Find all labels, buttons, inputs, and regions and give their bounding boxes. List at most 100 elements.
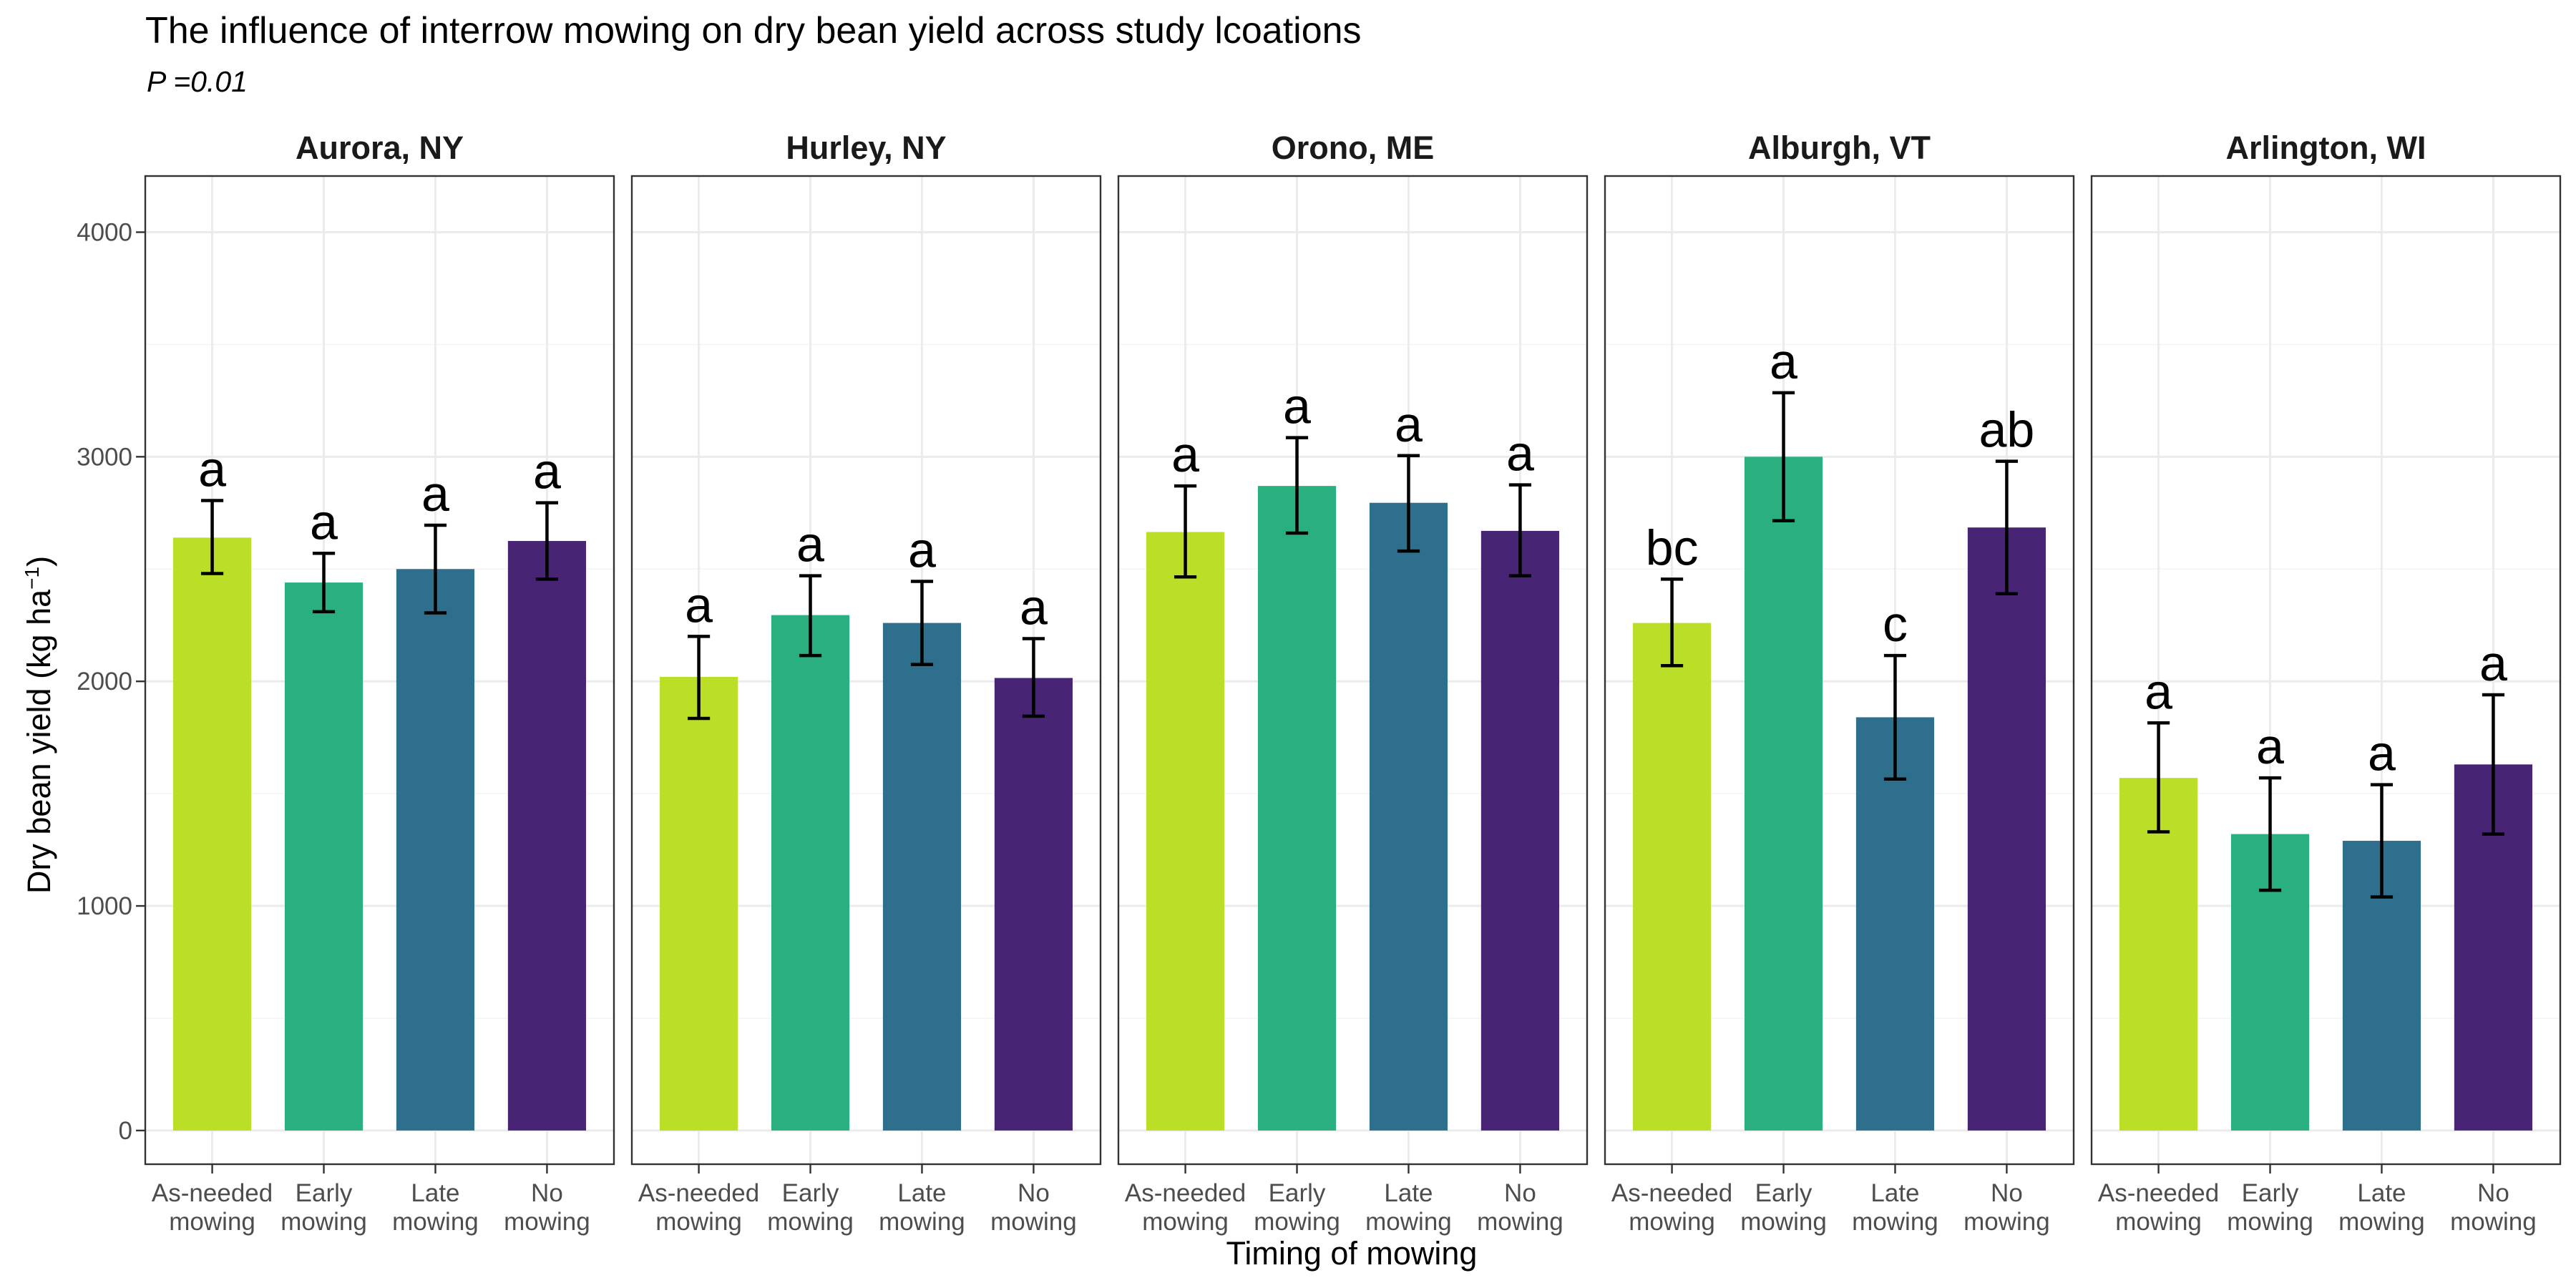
x-axis-title: Timing of mowing bbox=[1226, 1235, 1478, 1272]
x-tick-label-line: As-needed bbox=[638, 1179, 759, 1207]
y-tick-label: 2000 bbox=[77, 668, 132, 696]
chart-subtitle: P =0.01 bbox=[147, 65, 248, 98]
x-tick-label-line: mowing bbox=[2115, 1208, 2202, 1236]
significance-letter: a bbox=[685, 577, 713, 633]
x-tick-label: As-needed mowing bbox=[638, 1179, 759, 1236]
error-bar bbox=[200, 499, 224, 575]
x-tick-label-line: No bbox=[2477, 1179, 2509, 1207]
bar bbox=[1744, 457, 1823, 1131]
x-tick-label-line: Late bbox=[2357, 1179, 2406, 1207]
significance-letter: a bbox=[1020, 580, 1048, 635]
x-tick-label: As-needed mowing bbox=[1611, 1179, 1732, 1236]
x-tick-label-line: mowing bbox=[169, 1208, 255, 1236]
significance-letter: a bbox=[198, 441, 226, 497]
y-axis-title-main: Dry bean yield (kg ha bbox=[21, 589, 57, 894]
x-tick-label-line: mowing bbox=[655, 1208, 742, 1236]
bar bbox=[284, 582, 364, 1131]
significance-letter: a bbox=[1171, 426, 1199, 482]
bar bbox=[659, 676, 738, 1131]
error-bar bbox=[1022, 637, 1045, 718]
significance-letter: a bbox=[1283, 379, 1311, 434]
x-tick-label: Early mowing bbox=[767, 1179, 854, 1236]
facet-strip-label: Alburgh, VT bbox=[1748, 130, 1931, 166]
bar bbox=[1967, 527, 2046, 1131]
x-tick-label: No mowing bbox=[2450, 1179, 2537, 1236]
x-tick-label-line: Early bbox=[1269, 1179, 1326, 1207]
error-bar bbox=[910, 580, 934, 666]
bar bbox=[396, 569, 475, 1131]
error-bar bbox=[535, 501, 559, 581]
significance-letter: a bbox=[310, 494, 338, 550]
x-tick-label-line: Early bbox=[782, 1179, 839, 1207]
x-tick-label: Early mowing bbox=[280, 1179, 367, 1236]
facet-strip-label: Hurley, NY bbox=[786, 130, 946, 166]
error-bar bbox=[1285, 436, 1309, 535]
error-bar bbox=[2147, 721, 2170, 834]
y-tick-label: 0 bbox=[119, 1117, 132, 1145]
x-tick-label-line: Early bbox=[296, 1179, 353, 1207]
bar bbox=[1855, 717, 1935, 1131]
x-tick-label-line: mowing bbox=[1477, 1208, 1563, 1236]
x-tick-label-line: Late bbox=[1870, 1179, 1919, 1207]
x-tick-label-line: Late bbox=[897, 1179, 946, 1207]
significance-letter: bc bbox=[1646, 519, 1699, 575]
x-tick-label-line: Late bbox=[411, 1179, 459, 1207]
x-tick-label: No mowing bbox=[1477, 1179, 1563, 1236]
error-bar bbox=[2482, 693, 2505, 836]
error-bar bbox=[1660, 577, 1684, 668]
bar bbox=[507, 541, 587, 1131]
error-bar bbox=[312, 552, 336, 614]
error-bar bbox=[1508, 483, 1532, 577]
y-axis-title-superscript: −1 bbox=[21, 567, 43, 590]
y-tick-label: 1000 bbox=[77, 892, 132, 920]
x-tick-label-line: As-needed bbox=[152, 1179, 273, 1207]
significance-letter: a bbox=[1770, 333, 1797, 389]
significance-letter: ab bbox=[1979, 402, 2034, 458]
significance-letter: c bbox=[1883, 596, 1908, 652]
y-axis-title-suffix: ) bbox=[21, 556, 57, 567]
significance-letter: a bbox=[2479, 635, 2507, 691]
x-tick-label-line: mowing bbox=[2450, 1208, 2537, 1236]
panel-border bbox=[1604, 175, 2075, 1166]
x-tick-label-line: Early bbox=[2242, 1179, 2299, 1207]
x-tick-label-line: No bbox=[1991, 1179, 2023, 1207]
error-bar bbox=[1883, 653, 1907, 781]
bar bbox=[1480, 530, 1560, 1131]
bar bbox=[172, 537, 252, 1131]
x-tick-label: No mowing bbox=[1963, 1179, 2050, 1236]
significance-letter: a bbox=[421, 466, 449, 522]
bar bbox=[2119, 778, 2198, 1131]
panel-border bbox=[630, 175, 1102, 1166]
bar bbox=[1257, 486, 1337, 1131]
x-tick-label-line: mowing bbox=[1963, 1208, 2050, 1236]
significance-letter: a bbox=[796, 517, 824, 572]
x-tick-label: No mowing bbox=[504, 1179, 590, 1236]
x-tick-label: Early mowing bbox=[1740, 1179, 1827, 1236]
x-tick-label-line: mowing bbox=[1254, 1208, 1340, 1236]
bar bbox=[1369, 502, 1448, 1131]
x-tick-label: Late mowing bbox=[1852, 1179, 1938, 1236]
bar bbox=[994, 678, 1073, 1131]
x-tick-label-line: No bbox=[1504, 1179, 1536, 1207]
x-tick-label-line: No bbox=[1018, 1179, 1050, 1207]
facet-strip-label: Arlington, WI bbox=[2226, 130, 2426, 166]
x-tick-label-line: mowing bbox=[392, 1208, 479, 1236]
error-bar bbox=[1772, 391, 1795, 523]
x-tick-label: As-needed mowing bbox=[152, 1179, 273, 1236]
significance-letter: a bbox=[2368, 726, 2396, 781]
x-tick-label-line: As-needed bbox=[2098, 1179, 2219, 1207]
bar bbox=[1632, 623, 1712, 1131]
x-tick-label-line: mowing bbox=[767, 1208, 854, 1236]
panel-border bbox=[1117, 175, 1589, 1166]
error-bar bbox=[1995, 459, 2019, 596]
x-tick-label: Late mowing bbox=[879, 1179, 965, 1236]
error-bar bbox=[1397, 454, 1420, 553]
x-tick-label: Late mowing bbox=[2338, 1179, 2425, 1236]
x-tick-label-line: mowing bbox=[2338, 1208, 2425, 1236]
y-axis-title: Dry bean yield (kg ha−1) bbox=[21, 556, 57, 894]
